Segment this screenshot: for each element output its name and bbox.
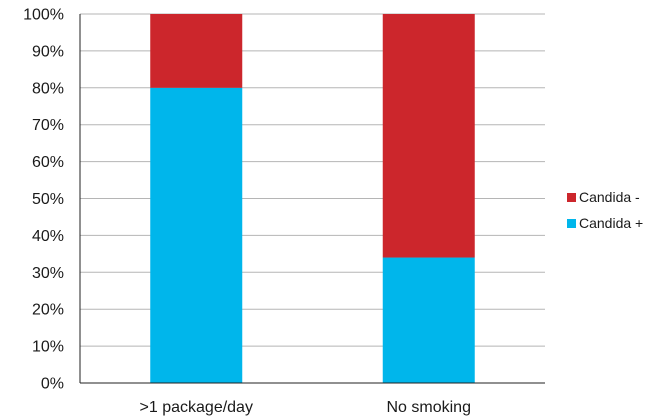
legend-label: Candida + bbox=[579, 215, 643, 231]
y-tick-label: 50% bbox=[32, 191, 64, 208]
y-tick-label: 70% bbox=[32, 117, 64, 134]
x-axis-labels: >1 package/day No smoking bbox=[140, 399, 471, 416]
y-tick-label: 80% bbox=[32, 80, 64, 97]
y-tick-label: 90% bbox=[32, 43, 64, 60]
legend-swatch bbox=[567, 193, 576, 202]
y-tick-label: 0% bbox=[41, 376, 64, 393]
y-tick-label: 100% bbox=[23, 7, 64, 24]
y-tick-label: 10% bbox=[32, 339, 64, 356]
y-tick-label: 30% bbox=[32, 265, 64, 282]
bar-segment-candida-minus bbox=[383, 14, 475, 258]
bar-segment-candida-minus bbox=[150, 14, 242, 88]
y-tick-label: 20% bbox=[32, 302, 64, 319]
legend: Candida - Candida + bbox=[567, 189, 643, 231]
legend-swatch bbox=[567, 219, 576, 228]
gridlines bbox=[80, 14, 545, 346]
y-axis-ticks: 0% 10% 20% 30% 40% 50% 60% 70% 80% 90% 100% bbox=[23, 7, 64, 393]
bar-segment-candida-plus bbox=[150, 88, 242, 383]
y-tick-label: 40% bbox=[32, 228, 64, 245]
x-category-label: No smoking bbox=[387, 399, 471, 416]
x-category-label: >1 package/day bbox=[140, 399, 253, 416]
y-tick-label: 60% bbox=[32, 154, 64, 171]
bar-segment-candida-plus bbox=[383, 258, 475, 383]
legend-label: Candida - bbox=[579, 189, 640, 205]
